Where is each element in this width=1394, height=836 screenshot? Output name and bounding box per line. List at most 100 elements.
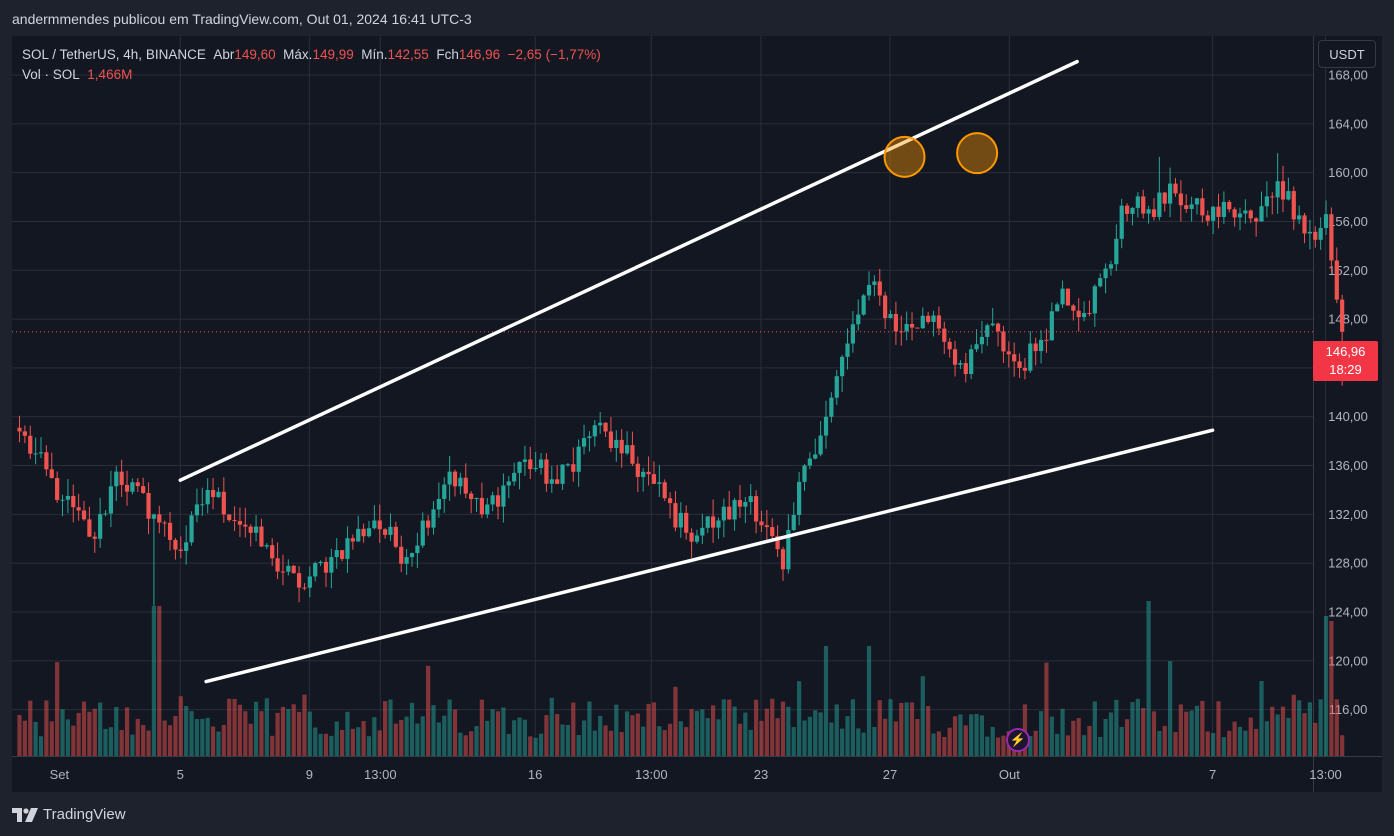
volume-bar — [1205, 731, 1210, 756]
candle-body — [1280, 181, 1286, 200]
candle-body — [479, 497, 484, 515]
volume-label[interactable]: Vol · SOL — [22, 67, 80, 82]
volume-bar — [684, 727, 689, 756]
candle-body — [721, 506, 726, 521]
candle-body — [920, 315, 925, 329]
candle-body — [1313, 231, 1318, 240]
candle-body — [936, 315, 942, 329]
volume-bar — [1243, 730, 1248, 756]
volume-bar — [49, 721, 54, 756]
volume-bar — [893, 721, 898, 756]
chart-area[interactable]: 116,00 120,00 124,00 128,00 132,00 136,00 140,… — [12, 36, 1382, 792]
candle-body — [1178, 193, 1183, 206]
volume-bar — [727, 699, 732, 756]
symbol-label[interactable]: SOL / TetherUS, 4h, BINANCE — [22, 47, 206, 62]
candle-body — [124, 484, 130, 492]
chart-background — [12, 36, 1382, 792]
candle-body — [216, 491, 221, 498]
volume-bar — [764, 708, 769, 756]
upper-trendline[interactable] — [178, 59, 1079, 482]
volume-bar — [694, 710, 700, 756]
lower-trendline[interactable] — [204, 428, 1215, 684]
volume-bar — [1184, 711, 1189, 756]
volume-bar — [184, 706, 189, 756]
candle-body — [81, 510, 87, 520]
candle-body — [420, 520, 425, 546]
volume-bar — [33, 721, 38, 756]
volume-bar — [200, 718, 205, 756]
close-label: Fch — [436, 47, 459, 62]
volume-bar — [383, 701, 388, 756]
candle-body — [1329, 214, 1334, 261]
volume-bar — [1340, 735, 1345, 756]
candle-body — [60, 499, 65, 501]
volume-bar — [205, 717, 210, 756]
candle-body — [598, 422, 603, 426]
volume-bar — [1065, 735, 1071, 756]
volume-bar — [151, 606, 157, 756]
candle-body — [388, 526, 393, 535]
volume-bar — [157, 606, 162, 756]
volume-bar — [791, 727, 796, 756]
volume-bar — [1297, 700, 1302, 756]
volume-bar — [490, 709, 495, 756]
candle-body — [571, 464, 576, 472]
candle-body — [1173, 183, 1178, 194]
volume-bar — [974, 714, 979, 756]
candle-body — [1076, 310, 1081, 318]
candle-body — [587, 436, 592, 439]
volume-bar — [641, 726, 646, 756]
volume-bar — [194, 719, 200, 756]
candle-body — [603, 422, 608, 432]
highlight-circle[interactable] — [956, 132, 999, 175]
volume-bar — [485, 720, 490, 756]
volume-bar — [399, 719, 404, 756]
candle-body — [194, 504, 200, 516]
candle-body — [108, 486, 114, 514]
candlestick-chart[interactable]: 116,00 120,00 124,00 128,00 132,00 136,00 140,… — [12, 36, 1382, 792]
candle-body — [162, 522, 167, 524]
volume-bar — [721, 699, 726, 756]
candle-body — [157, 514, 162, 523]
volume-bar — [420, 716, 425, 756]
candle-body — [1334, 260, 1339, 300]
currency-unit-button[interactable]: USDT — [1318, 40, 1376, 68]
volume-bar — [81, 701, 87, 756]
highlight-circle[interactable] — [883, 135, 926, 178]
volume-bar — [748, 729, 753, 756]
candle-body — [555, 479, 560, 484]
candle-body — [415, 545, 420, 554]
volume-bar — [361, 721, 366, 756]
candle-body — [1038, 339, 1044, 352]
volume-bar — [592, 730, 597, 756]
volume-bar — [608, 730, 614, 756]
candle-body — [700, 527, 705, 536]
volume-bar — [243, 711, 248, 756]
candle-body — [845, 343, 850, 357]
candle-body — [834, 376, 839, 398]
candle-body — [1205, 215, 1210, 221]
volume-bar — [92, 708, 97, 756]
volume-bar — [469, 731, 474, 756]
tradingview-logo[interactable]: TradingView — [12, 806, 126, 823]
candle-body — [1098, 278, 1103, 287]
candle-body — [754, 496, 759, 522]
candle-body — [1254, 218, 1259, 222]
candle-body — [1012, 354, 1017, 362]
candle-body — [55, 477, 60, 500]
volume-bar — [635, 713, 640, 756]
footer-bar — [0, 792, 1394, 836]
volume-bar — [904, 702, 909, 756]
volume-bar — [571, 702, 576, 756]
volume-bar — [689, 709, 694, 756]
volume-bar — [732, 706, 737, 756]
lightning-icon[interactable]: ⚡ — [1006, 728, 1030, 752]
volume-bar — [1216, 701, 1221, 756]
volume-bar — [673, 686, 678, 756]
volume-bar — [1092, 701, 1097, 756]
candle-body — [813, 454, 818, 459]
candle-body — [114, 471, 119, 487]
candle-body — [1081, 313, 1087, 318]
volume-bar — [818, 712, 823, 756]
volume-bar — [657, 726, 662, 756]
